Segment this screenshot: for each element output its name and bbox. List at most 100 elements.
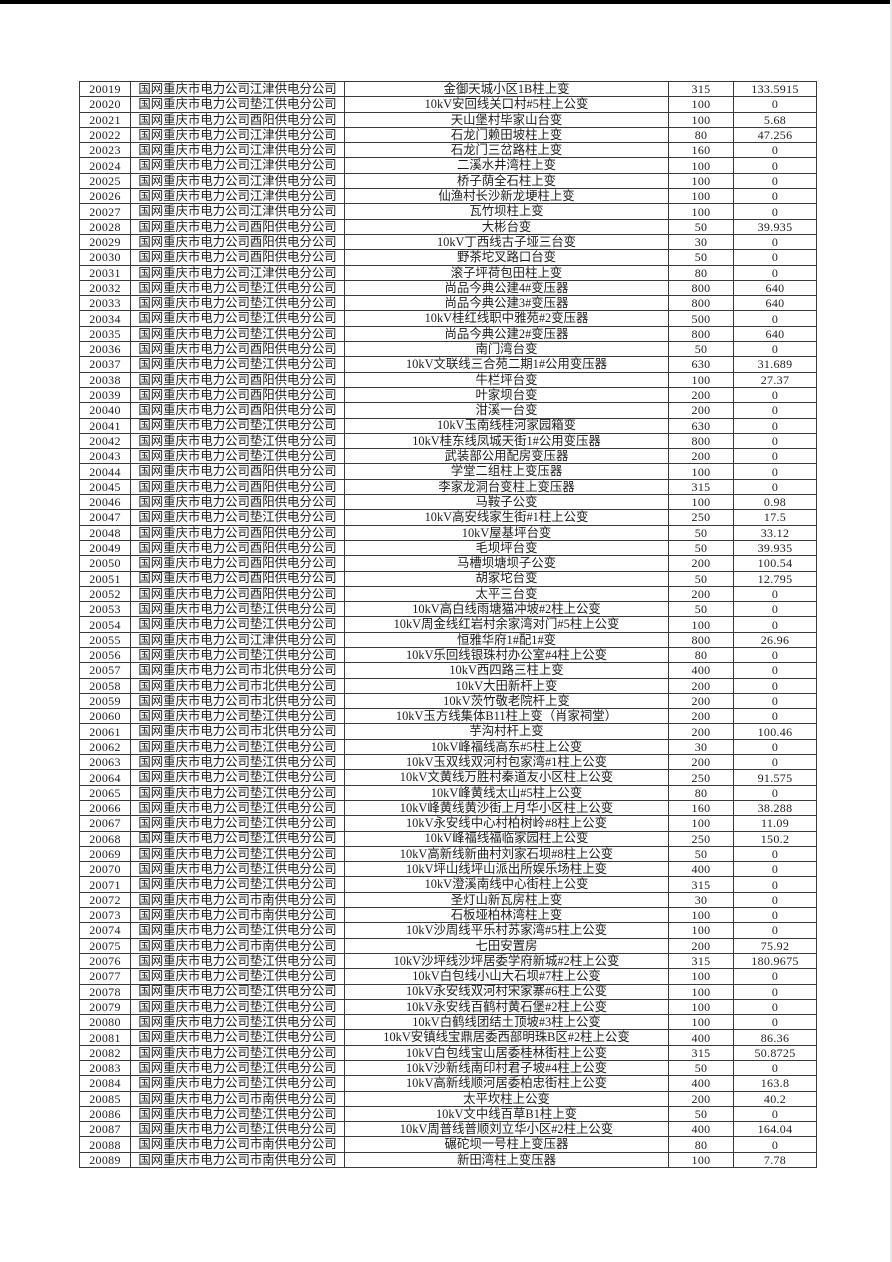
- station-name-cell: 石龙门三岔路柱上变: [344, 142, 669, 159]
- capacity-cell: 100: [668, 1151, 734, 1169]
- value-cell: 0: [733, 448, 817, 465]
- company-cell: 国网重庆市电力公司垫江供电分公司: [130, 417, 345, 434]
- capacity-cell: 800: [668, 631, 734, 648]
- capacity-cell: 800: [668, 279, 734, 297]
- value-cell: 0: [733, 907, 817, 924]
- row-id-cell: 20083: [79, 1059, 131, 1077]
- table-row: 20051 国网重庆市电力公司酉阳供电分公司 胡家坨台变 50 12.795: [79, 570, 817, 587]
- value-cell: 0: [733, 601, 817, 618]
- station-name-cell: 李家龙洞台变柱上变压器: [344, 478, 669, 496]
- station-name-cell: 石龙门赖田坡柱上变: [344, 126, 669, 144]
- table-row: 20019 国网重庆市电力公司江津供电分公司 金御天城小区1B柱上变 315 133.5…: [79, 80, 817, 98]
- row-id-cell: 20041: [79, 417, 131, 434]
- capacity-cell: 100: [668, 616, 734, 633]
- table-row: 20084 国网重庆市电力公司垫江供电分公司 10kV高新线顺河居委柏忠街柱上公变 4…: [79, 1075, 817, 1092]
- capacity-cell: 250: [668, 769, 734, 786]
- station-name-cell: 圣灯山新瓦房柱上变: [344, 891, 669, 909]
- station-name-cell: 10kV茨竹敬老院杆上变: [344, 692, 669, 710]
- row-id-cell: 20081: [79, 1029, 131, 1046]
- station-name-cell: 10kV乐回线银珠村办公室#4柱上公变: [344, 646, 669, 664]
- company-cell: 国网重庆市电力公司垫江供电分公司: [130, 815, 345, 832]
- value-cell: 0: [733, 172, 817, 190]
- station-name-cell: 武装部公用配房变压器: [344, 448, 669, 465]
- table-row: 20089 国网重庆市电力公司市南供电分公司 新田湾柱上变压器 100 7.78: [79, 1151, 817, 1169]
- value-cell: 39.935: [733, 218, 817, 235]
- company-cell: 国网重庆市电力公司垫江供电分公司: [130, 646, 345, 664]
- table-row: 20038 国网重庆市电力公司酉阳供电分公司 牛栏坪台变 100 27.37: [79, 371, 817, 388]
- capacity-cell: 800: [668, 295, 734, 312]
- station-name-cell: 10kV沙新线南印村君子坡#4柱上公变: [344, 1059, 669, 1077]
- table-row: 20053 国网重庆市电力公司垫江供电分公司 10kV高白线雨塘猫冲坡#2柱上公变 5…: [79, 601, 817, 618]
- value-cell: 0: [733, 188, 817, 205]
- row-id-cell: 20053: [79, 601, 131, 618]
- table-row: 20086 国网重庆市电力公司垫江供电分公司 10kV文中线百草B1柱上变 50 0: [79, 1105, 817, 1123]
- station-name-cell: 10kV永安线双河村宋家寨#6柱上公变: [344, 983, 669, 1000]
- station-name-cell: 10kV文中线百草B1柱上变: [344, 1105, 669, 1123]
- company-cell: 国网重庆市电力公司酉阳供电分公司: [130, 249, 345, 266]
- company-cell: 国网重庆市电力公司市北供电分公司: [130, 662, 345, 679]
- capacity-cell: 100: [668, 998, 734, 1016]
- value-cell: 5.68: [733, 111, 817, 128]
- row-id-cell: 20068: [79, 830, 131, 847]
- value-cell: 150.2: [733, 830, 817, 847]
- row-id-cell: 20054: [79, 616, 131, 633]
- capacity-cell: 100: [668, 922, 734, 939]
- capacity-cell: 200: [668, 708, 734, 725]
- company-cell: 国网重庆市电力公司酉阳供电分公司: [130, 539, 345, 557]
- value-cell: 27.37: [733, 371, 817, 388]
- value-cell: 0: [733, 754, 817, 771]
- company-cell: 国网重庆市电力公司垫江供电分公司: [130, 448, 345, 465]
- row-id-cell: 20028: [79, 218, 131, 235]
- value-cell: 0: [733, 983, 817, 1000]
- station-name-cell: 天山堡村毕家山台变: [344, 111, 669, 128]
- capacity-cell: 400: [668, 1121, 734, 1138]
- value-cell: 0: [733, 463, 817, 480]
- capacity-cell: 315: [668, 478, 734, 496]
- value-cell: 0: [733, 876, 817, 893]
- table-row: 20087 国网重庆市电力公司垫江供电分公司 10kV周普线普顺刘立华小区#2柱上公…: [79, 1121, 817, 1138]
- company-cell: 国网重庆市电力公司江津供电分公司: [130, 631, 345, 648]
- table-row: 20034 国网重庆市电力公司垫江供电分公司 10kV桂红线职中雅苑#2变压器 500…: [79, 310, 817, 327]
- value-cell: 0: [733, 341, 817, 358]
- value-cell: 0: [733, 478, 817, 496]
- company-cell: 国网重庆市电力公司垫江供电分公司: [130, 708, 345, 725]
- capacity-cell: 100: [668, 111, 734, 128]
- capacity-cell: 100: [668, 188, 734, 205]
- table-row: 20042 国网重庆市电力公司垫江供电分公司 10kV桂东线凤城天街1#公用变压器 8…: [79, 432, 817, 450]
- company-cell: 国网重庆市电力公司市南供电分公司: [130, 1151, 345, 1169]
- capacity-cell: 50: [668, 601, 734, 618]
- value-cell: 47.256: [733, 126, 817, 144]
- station-name-cell: 10kV高新线新曲村刘家石坝#8柱上公变: [344, 845, 669, 863]
- table-row: 20067 国网重庆市电力公司垫江供电分公司 10kV永安线中心村柏树岭#8柱上公变…: [79, 815, 817, 832]
- row-id-cell: 20072: [79, 891, 131, 909]
- row-id-cell: 20039: [79, 386, 131, 404]
- row-id-cell: 20050: [79, 555, 131, 572]
- company-cell: 国网重庆市电力公司垫江供电分公司: [130, 1029, 345, 1046]
- station-name-cell: 10kV白包线宝山居委桂林街柱上公变: [344, 1044, 669, 1062]
- company-cell: 国网重庆市电力公司酉阳供电分公司: [130, 111, 345, 128]
- table-row: 20055 国网重庆市电力公司江津供电分公司 恒雅华府1#配1#变 800 26.96: [79, 631, 817, 648]
- value-cell: 33.12: [733, 524, 817, 541]
- row-id-cell: 20079: [79, 998, 131, 1016]
- company-cell: 国网重庆市电力公司垫江供电分公司: [130, 432, 345, 450]
- capacity-cell: 100: [668, 157, 734, 174]
- company-cell: 国网重庆市电力公司酉阳供电分公司: [130, 494, 345, 511]
- company-cell: 国网重庆市电力公司垫江供电分公司: [130, 799, 345, 817]
- capacity-cell: 100: [668, 371, 734, 388]
- value-cell: 40.2: [733, 1090, 817, 1107]
- company-cell: 国网重庆市电力公司垫江供电分公司: [130, 876, 345, 893]
- station-name-cell: 恒雅华府1#配1#变: [344, 631, 669, 648]
- station-name-cell: 二溪水井湾柱上变: [344, 157, 669, 174]
- company-cell: 国网重庆市电力公司垫江供电分公司: [130, 601, 345, 618]
- capacity-cell: 400: [668, 1029, 734, 1046]
- table-row: 20079 国网重庆市电力公司垫江供电分公司 10kV永安线百鹤村黄石堡#2柱上公变…: [79, 998, 817, 1016]
- row-id-cell: 20080: [79, 1014, 131, 1031]
- value-cell: 100.54: [733, 555, 817, 572]
- station-name-cell: 10kV高白线雨塘猫冲坡#2柱上公变: [344, 601, 669, 618]
- company-cell: 国网重庆市电力公司江津供电分公司: [130, 80, 345, 98]
- company-cell: 国网重庆市电力公司垫江供电分公司: [130, 754, 345, 771]
- table-row: 20028 国网重庆市电力公司酉阳供电分公司 大彬台变 50 39.935: [79, 218, 817, 235]
- scan-top-black-bar: [0, 0, 892, 4]
- value-cell: 0: [733, 264, 817, 281]
